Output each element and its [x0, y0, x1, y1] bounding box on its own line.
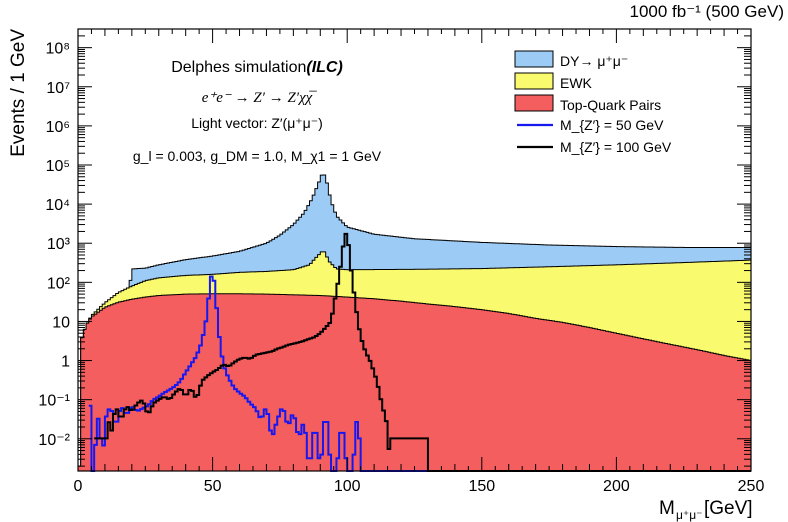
- x-axis-label-main: M: [659, 498, 675, 519]
- legend-label-ewk: EWK: [560, 75, 593, 91]
- legend-swatch-ewk: [514, 72, 554, 90]
- annotation-simulation: Delphes simulation(ILC): [171, 59, 343, 76]
- y-tick-label: 10³: [47, 236, 71, 253]
- x-axis-label-subscript: μ⁺μ⁻: [676, 508, 703, 522]
- legend-swatch-top: [514, 94, 554, 112]
- legend-label-top: Top-Quark Pairs: [560, 97, 661, 113]
- x-axis-label: M μ⁺μ⁻ [GeV]: [659, 498, 753, 522]
- legend-swatch-dy: [514, 50, 554, 68]
- y-tick-label: 10⁻²: [38, 432, 70, 449]
- annotation-couplings: g_l = 0.003, g_DM = 1.0, M_χ1 = 1 GeV: [133, 148, 382, 164]
- x-tick-label: 0: [74, 478, 83, 495]
- y-tick-label: 10: [52, 314, 70, 331]
- annotation-model: Light vector: Z′(μ⁺μ⁻): [191, 115, 323, 131]
- y-axis-label: Events / 1 GeV: [8, 29, 29, 157]
- x-tick-label: 50: [204, 478, 222, 495]
- y-tick-label: 10⁻¹: [38, 393, 70, 410]
- x-axis-label-unit: [GeV]: [704, 498, 753, 519]
- legend-label-dy: DY→ μ⁺μ⁻: [560, 53, 628, 69]
- x-tick-label: 250: [738, 478, 765, 495]
- annotation-simulation-bold: (ILC): [306, 59, 342, 76]
- legend: DY→ μ⁺μ⁻ EWK Top-Quark Pairs M_{Z′} = 50…: [514, 50, 672, 155]
- legend-label-mz50: M_{Z′} = 50 GeV: [560, 117, 664, 133]
- y-tick-label: 10⁷: [46, 80, 70, 97]
- y-tick-label: 10²: [47, 275, 71, 292]
- x-tick-label: 200: [603, 478, 630, 495]
- y-tick-label: 10⁴: [45, 197, 70, 214]
- y-tick-label: 1: [61, 354, 70, 371]
- x-ticks: 0 50 100 150 200 250: [74, 29, 765, 495]
- x-tick-label: 100: [334, 478, 361, 495]
- x-tick-label: 150: [468, 478, 495, 495]
- legend-label-mz100: M_{Z′} = 100 GeV: [560, 139, 672, 155]
- top-quark-fill: [77, 293, 752, 472]
- chart-title: 1000 fb⁻¹ (500 GeV): [629, 2, 784, 21]
- annotation-block: Delphes simulation(ILC) e⁺e⁻ → Z′ → Z′χχ…: [133, 59, 382, 164]
- y-tick-label: 10⁵: [46, 158, 70, 175]
- annotation-process: e⁺e⁻ → Z′ → Z′χχ̅: [202, 90, 318, 106]
- y-ticks: 10⁸ 10⁷ 10⁶ 10⁵ 10⁴ 10³ 10² 10 1 10⁻¹ 10⁻²: [38, 28, 751, 467]
- plot-area: [77, 174, 752, 472]
- y-tick-label: 10⁶: [46, 119, 70, 136]
- y-tick-label: 10⁸: [45, 41, 70, 58]
